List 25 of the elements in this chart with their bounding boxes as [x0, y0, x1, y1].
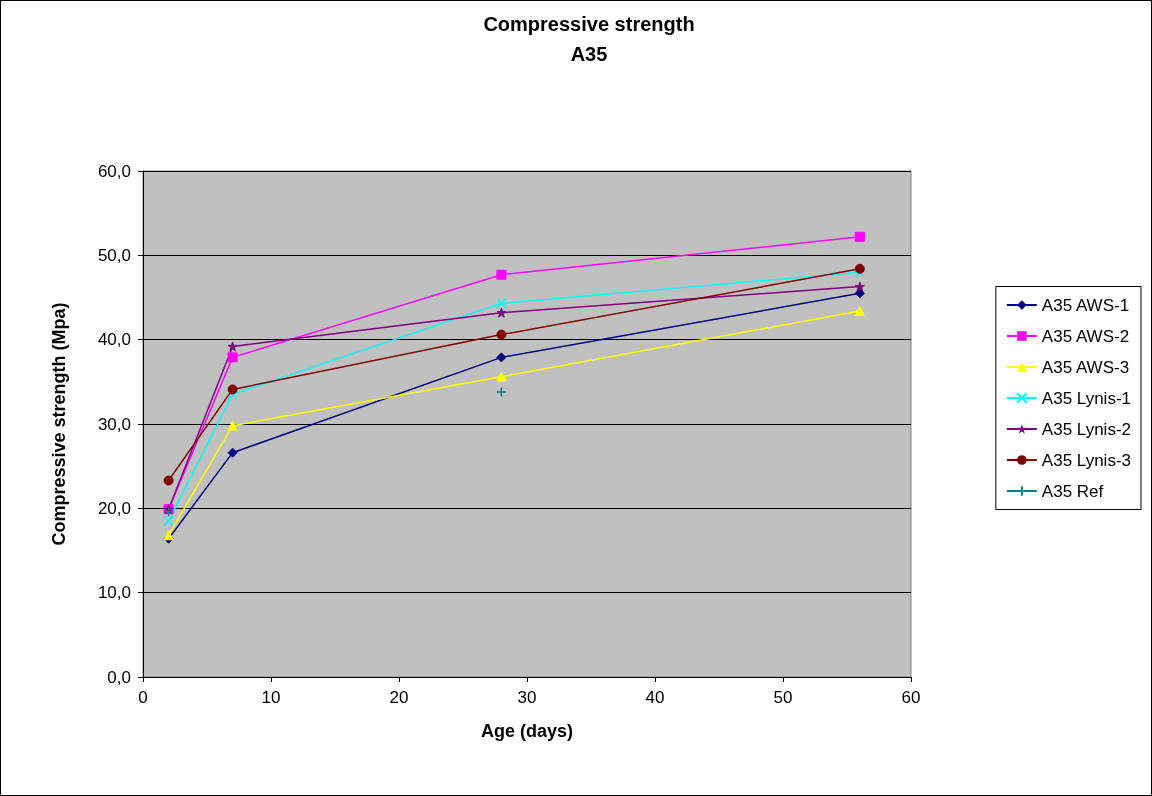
y-tick-label: 30,0: [97, 414, 131, 434]
x-axis-title: Age (days): [480, 721, 574, 741]
y-tick-label: 50,0: [97, 245, 131, 265]
y-tick-label: 60,0: [97, 161, 131, 181]
y-tick-label: 40,0: [97, 330, 131, 350]
chart-title: Compressive strength: [483, 13, 695, 35]
legend-label: A35 Lynis-2: [1041, 419, 1132, 439]
legend-label: A35 AWS-2: [1041, 326, 1130, 346]
legend-label: A35 AWS-3: [1041, 357, 1130, 377]
x-tick-label: 30: [517, 688, 537, 707]
x-tick-label: 50: [773, 688, 793, 707]
y-axis-title: Compressive strength (Mpa): [49, 302, 69, 546]
x-tick-label: 10: [261, 688, 281, 707]
y-tick-label: 0,0: [107, 667, 131, 687]
x-tick-label: 40: [645, 688, 665, 707]
y-tick-label: 10,0: [97, 583, 131, 603]
legend-label: A35 Lynis-3: [1041, 450, 1132, 470]
chart-subtitle: A35: [570, 43, 608, 65]
legend-label: A35 Lynis-1: [1041, 388, 1132, 408]
legend-label: A35 Ref: [1041, 481, 1104, 501]
y-tick-label: 20,0: [97, 498, 131, 518]
x-tick-label: 20: [389, 688, 409, 707]
legend-label: A35 AWS-1: [1041, 295, 1130, 315]
x-tick-label: 60: [901, 688, 921, 707]
x-tick-label: 0: [138, 688, 148, 707]
